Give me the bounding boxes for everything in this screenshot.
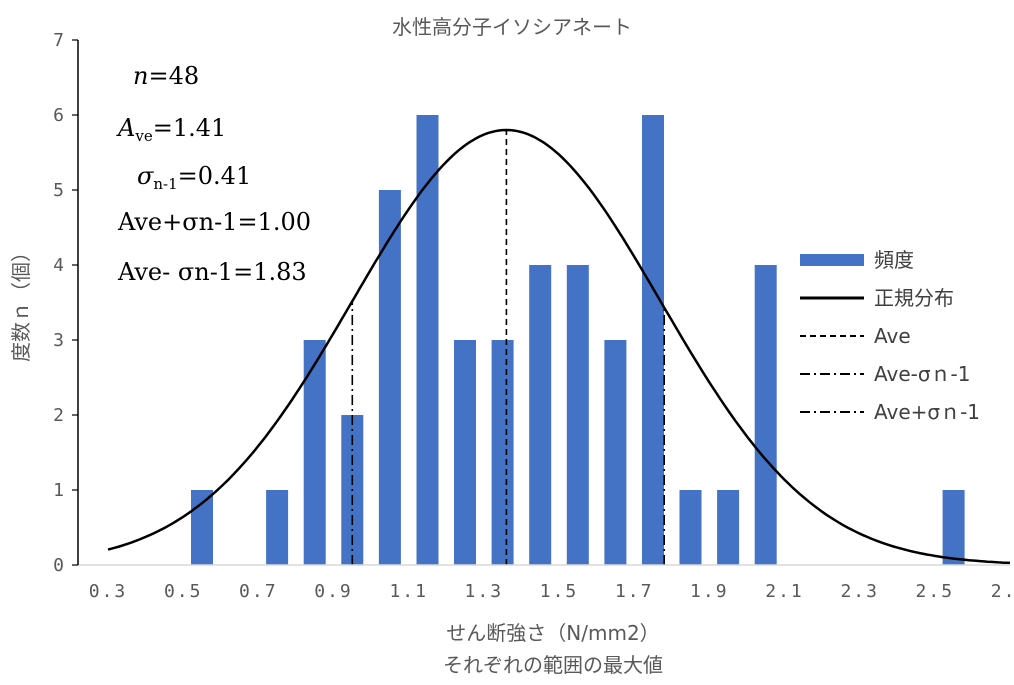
x-tick-label-1.3: 1.3 <box>465 581 504 602</box>
x-tick-label-1.5: 1.5 <box>540 581 579 602</box>
legend-label-正規分布: 正規分布 <box>874 286 954 310</box>
x-tick-label-2.5: 2.5 <box>916 581 955 602</box>
bar-1.3 <box>454 340 476 565</box>
y-tick-label-5: 5 <box>53 180 64 201</box>
x-tick-label-2.3: 2.3 <box>840 581 879 602</box>
legend-label-Ave-σｎ-1: Ave-σｎ-1 <box>874 362 970 386</box>
x-tick-label-2.1: 2.1 <box>765 581 804 602</box>
y-tick-label-7: 7 <box>53 30 64 51</box>
y-tick-label-4: 4 <box>53 255 64 276</box>
y-tick-label-0: 0 <box>53 555 64 576</box>
bar-2.6 <box>942 490 965 565</box>
bars-group <box>191 115 965 565</box>
y-tick-label-2: 2 <box>53 405 64 426</box>
bar-2 <box>717 490 740 565</box>
x-axis-title-line2: それぞれの範囲の最大値 <box>443 653 663 677</box>
bar-1.6 <box>566 265 589 565</box>
x-tick-label-1.7: 1.7 <box>615 581 654 602</box>
bar-1.5 <box>529 265 552 565</box>
legend-swatch-頻度 <box>800 254 864 266</box>
stat-ave: Ave=1.41 <box>116 114 226 145</box>
y-tick-label-6: 6 <box>53 105 64 126</box>
x-ticks-group: 0.3 0.5 0.7 0.9 1.1 1.3 1.5 1.7 1.9 2.1 2.3 2.5 2.7 <box>89 581 1014 602</box>
bar-0.8 <box>266 490 289 565</box>
y-ticks-group: 0 1 2 3 4 5 6 7 <box>53 30 78 576</box>
x-tick-label-0.9: 0.9 <box>314 581 353 602</box>
legend-label-頻度: 頻度 <box>874 248 914 272</box>
bar-1.1 <box>378 190 401 565</box>
x-tick-label-0.3: 0.3 <box>89 581 128 602</box>
stat-ave-plus-sigma: Ave+σn-1=1.00 <box>117 208 311 236</box>
stat-ave-sub: ve <box>134 127 152 145</box>
curve-group <box>107 128 1011 565</box>
stat-ave-var: A <box>116 114 135 142</box>
reference-lines-group <box>351 130 666 565</box>
y-axis-title: 度数ｎ（個） <box>9 242 33 362</box>
stat-n: n=48 <box>133 62 199 90</box>
stat-sigma-value: =0.41 <box>178 162 252 190</box>
bar-0.6 <box>191 490 213 565</box>
stats-annotation: n=48 Ave=1.41 σn-1=0.41 Ave+σn-1=1.00 Av… <box>116 62 311 286</box>
bar-1.8 <box>642 115 664 565</box>
x-tick-label-0.7: 0.7 <box>239 581 278 602</box>
y-tick-label-3: 3 <box>53 330 64 351</box>
bar-1.2 <box>416 115 439 565</box>
x-tick-label-2.7: 2.7 <box>991 581 1014 602</box>
bar-1.9 <box>679 490 702 565</box>
x-tick-label-1.9: 1.9 <box>690 581 729 602</box>
stat-n-value: =48 <box>148 62 199 90</box>
chart-title: 水性高分子イソシアネート <box>392 15 632 39</box>
bar-0.9 <box>303 340 326 565</box>
x-tick-label-1.1: 1.1 <box>389 581 428 602</box>
x-axis-title-text: せん断強さ（N/mm2） <box>446 621 659 645</box>
normal-distribution-curve <box>107 128 1011 565</box>
bar-1.4 <box>491 340 514 565</box>
stat-sigma-sub: n-1 <box>153 175 177 193</box>
bar-2.1 <box>754 265 777 565</box>
y-tick-label-1: 1 <box>53 480 64 501</box>
stat-ave-value: =1.41 <box>153 114 227 142</box>
x-tick-label-0.5: 0.5 <box>164 581 203 602</box>
stat-sigma-var: σ <box>137 162 154 190</box>
stat-ave-minus-sigma: Ave- σn-1=1.83 <box>117 258 307 286</box>
legend-label-Ave+σｎ-1: Ave+σｎ-1 <box>874 400 980 424</box>
stat-n-var: n <box>133 62 148 90</box>
stat-sigma: σn-1=0.41 <box>137 162 251 193</box>
x-axis-title-line1: せん断強さ（N/mm2） <box>446 621 659 645</box>
legend-label-Ave: Ave <box>874 324 911 348</box>
bar-1.7 <box>604 340 627 565</box>
